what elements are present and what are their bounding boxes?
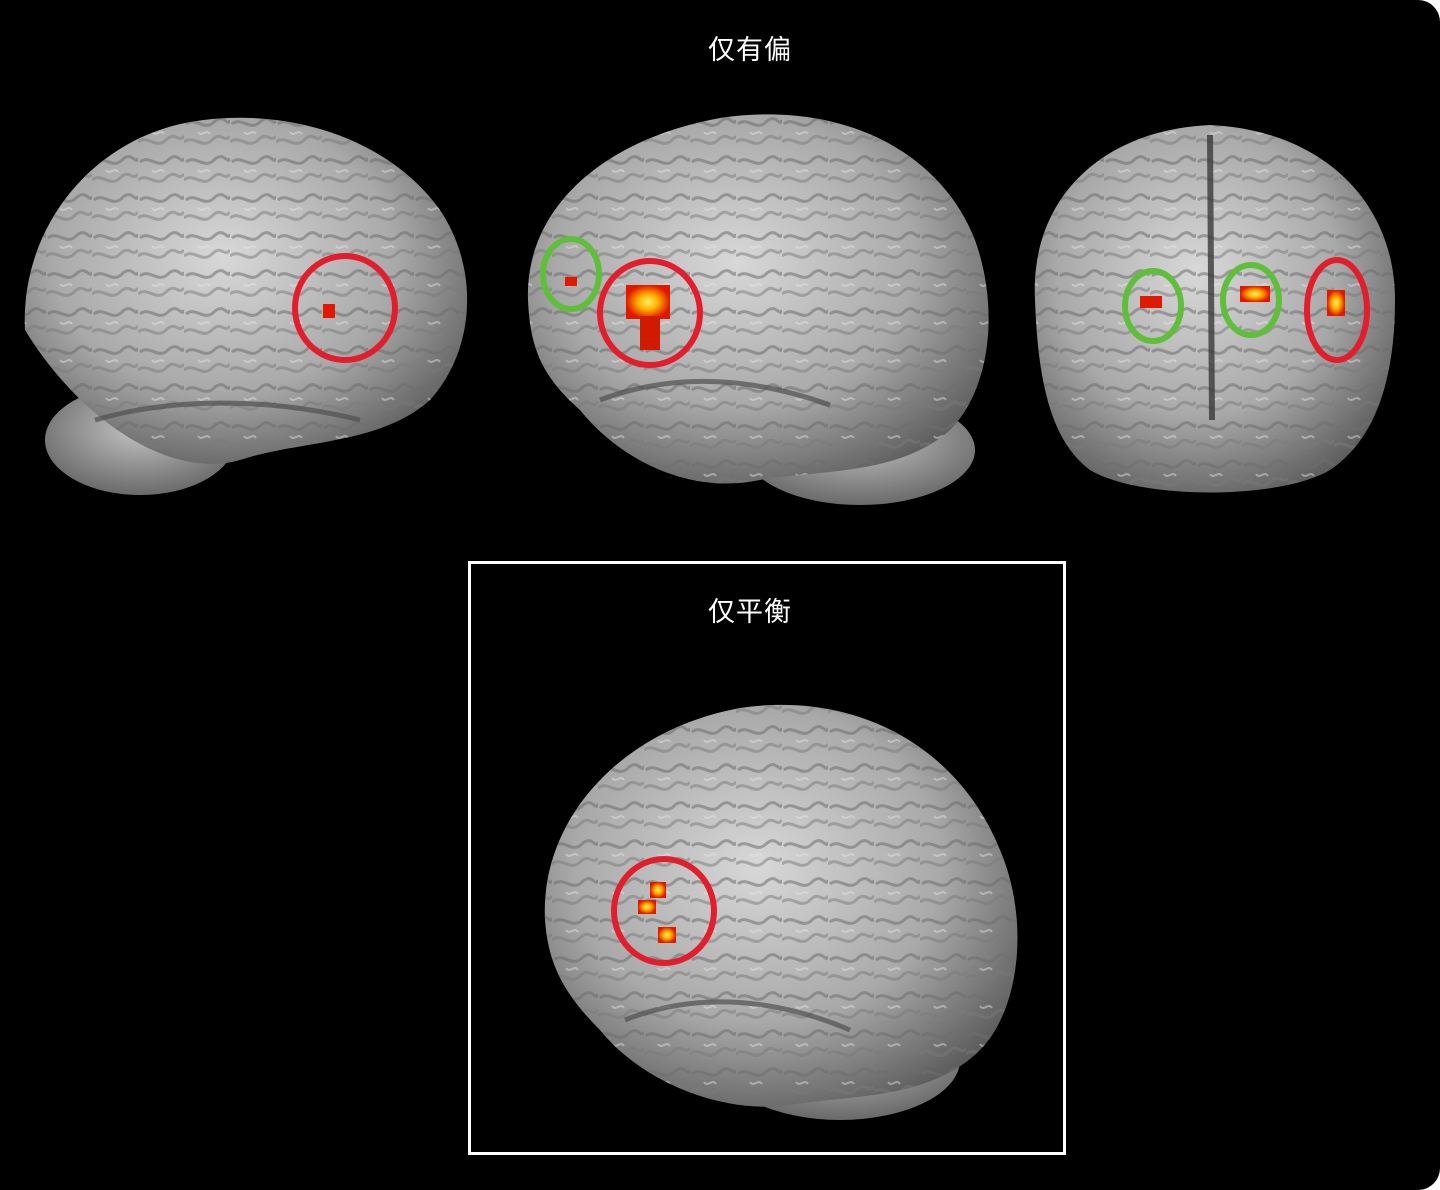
activation-1 bbox=[323, 304, 335, 318]
sylvian-fissure-2 bbox=[599, 379, 831, 408]
sylvian-fissure-4 bbox=[624, 999, 851, 1033]
brain-anterior bbox=[1034, 125, 1395, 493]
activation-4b bbox=[638, 900, 656, 914]
green-highlight-circle bbox=[1220, 262, 1282, 338]
activation-3b bbox=[1240, 286, 1270, 302]
activation-3c bbox=[1327, 290, 1345, 316]
gyri-3 bbox=[1034, 125, 1395, 493]
red-highlight-circle bbox=[597, 258, 703, 368]
green-highlight-circle bbox=[1122, 268, 1184, 344]
red-highlight-circle bbox=[1304, 257, 1370, 363]
brain-left-lateral bbox=[24, 117, 468, 495]
gyri-2 bbox=[527, 114, 989, 484]
sylvian-fissure-1 bbox=[94, 400, 361, 423]
longitudinal-fissure bbox=[1207, 134, 1215, 421]
gyri-1 bbox=[24, 117, 468, 464]
activation-4c bbox=[658, 927, 676, 943]
bottom-title: 仅平衡 bbox=[708, 597, 792, 628]
red-highlight-circle bbox=[611, 856, 717, 966]
top-title: 仅有偏 bbox=[708, 35, 792, 66]
inset-frame bbox=[468, 561, 1066, 1155]
green-highlight-circle bbox=[540, 236, 602, 312]
brain-inset bbox=[544, 704, 1018, 1120]
activation-4a bbox=[650, 882, 666, 898]
activation-2c bbox=[640, 316, 660, 350]
activation-2b bbox=[626, 285, 670, 319]
red-highlight-circle bbox=[292, 253, 398, 363]
activation-2a bbox=[565, 277, 577, 286]
brain-right-lateral bbox=[527, 114, 989, 505]
activation-3a bbox=[1140, 296, 1162, 308]
